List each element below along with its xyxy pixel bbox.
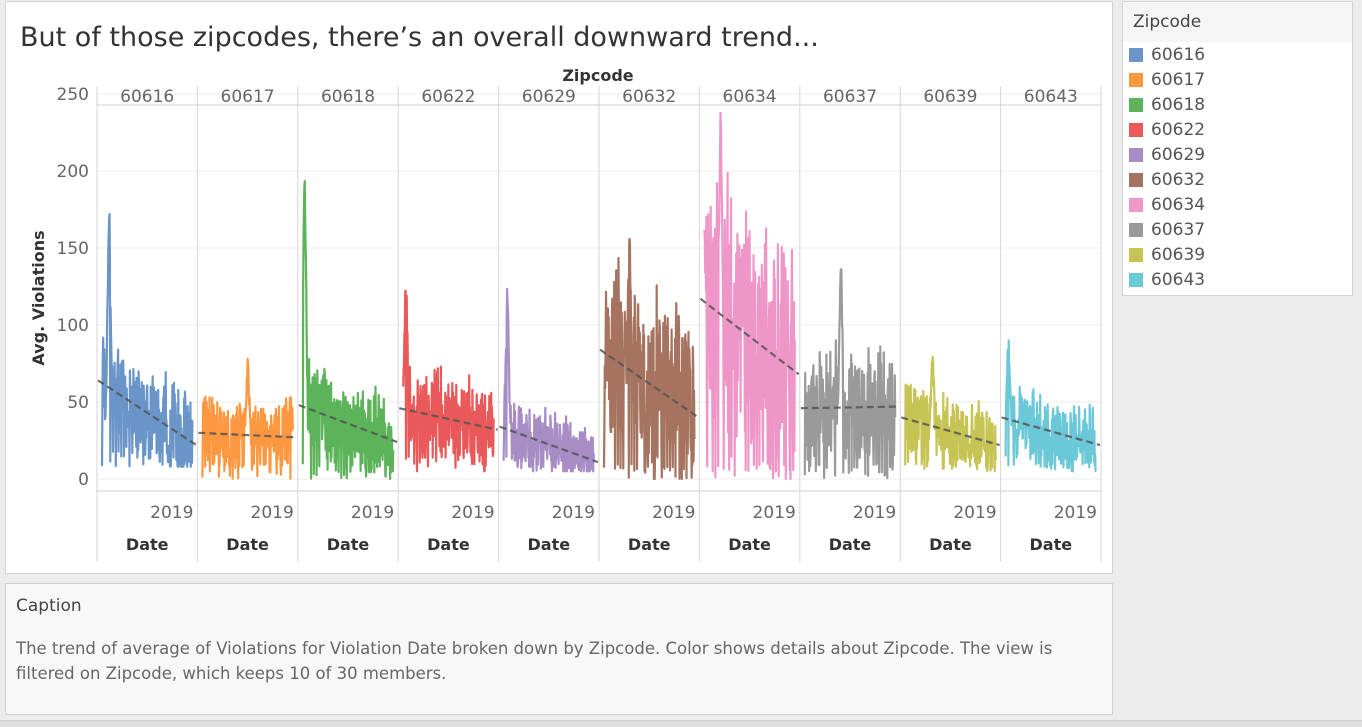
x-tick-label: 2019 [853,503,896,523]
legend-item[interactable]: 60637 [1123,217,1352,242]
x-tick-label: 2019 [1054,503,1097,523]
caption-text: The trend of average of Violations for V… [16,639,1053,683]
x-axis-title: Date [1030,535,1073,554]
legend-swatch [1129,272,1143,287]
zipcode-header: 60616 [120,87,174,107]
x-tick-label: 2019 [753,503,796,523]
x-axis-title: Date [829,535,872,554]
x-axis-title: Date [929,535,972,554]
legend-label: 60634 [1151,194,1206,215]
x-axis-title: Date [528,535,571,554]
legend-item[interactable]: 60639 [1123,242,1352,267]
legend-label: 60616 [1151,44,1206,65]
legend-item[interactable]: 60634 [1123,192,1352,217]
zipcode-header: 60637 [823,87,877,107]
y-axis-title: Avg. Violations [29,230,48,365]
x-tick-label: 2019 [251,503,294,523]
trend-line [900,416,1000,447]
y-tick-label: 250 [57,85,89,105]
legend-item[interactable]: 60629 [1123,142,1352,167]
trend-line [398,407,498,431]
y-tick-label: 0 [78,470,89,490]
legend-swatch [1129,222,1143,237]
chart-title: But of those zipcodes, there’s an overal… [20,22,819,53]
x-axis-title: Date [126,535,169,554]
x-axis-title: Date [628,535,671,554]
legend-title: Zipcode [1123,2,1352,42]
trend-line [97,379,198,447]
legend-label: 60618 [1151,94,1206,115]
zipcode-header: 60629 [522,87,576,107]
legend-swatch [1129,72,1143,87]
series-line [100,213,194,468]
x-tick-label: 2019 [552,503,595,523]
series-line [402,289,495,473]
series-line [602,237,696,481]
series-line [301,180,395,481]
legend-panel: Zipcode 60616 60617 60618 60622 60629 60… [1122,1,1353,296]
series-line [502,287,596,473]
trend-line [699,297,800,376]
trend-line [499,425,599,464]
x-axis-title: Date [226,535,269,554]
legend-item[interactable]: 60617 [1123,67,1352,92]
legend-label: 60629 [1151,144,1206,165]
y-tick-label: 200 [57,162,89,182]
trend-line [1001,416,1101,447]
legend-item[interactable]: 60618 [1123,92,1352,117]
legend-item[interactable]: 60643 [1123,267,1352,292]
facet-header: Zipcode [562,66,633,85]
x-tick-label: 2019 [953,503,996,523]
y-tick-label: 100 [57,316,89,336]
legend-item[interactable]: 60616 [1123,42,1352,67]
legend-label: 60617 [1151,69,1206,90]
legend-swatch [1129,47,1143,62]
x-tick-label: 2019 [150,503,193,523]
legend-label: 60639 [1151,244,1206,265]
x-axis-title: Date [427,535,470,554]
legend-swatch [1129,172,1143,187]
legend-swatch [1129,247,1143,262]
series-line [201,357,294,480]
trend-line [198,431,297,439]
caption-panel: Caption The trend of average of Violatio… [5,583,1113,715]
legend-swatch [1129,147,1143,162]
x-axis-title: Date [728,535,771,554]
zipcode-header: 60643 [1024,87,1078,107]
trend-line [298,404,398,444]
y-tick-label: 150 [57,239,89,259]
legend-swatch [1129,122,1143,137]
x-tick-label: 2019 [652,503,695,523]
legend-swatch [1129,97,1143,112]
legend-label: 60632 [1151,169,1206,190]
series-line [803,268,897,480]
zipcode-header: 60618 [321,87,375,107]
legend-item[interactable]: 60632 [1123,167,1352,192]
trend-line [800,405,900,410]
legend-label: 60643 [1151,269,1206,290]
series-line [703,111,796,481]
zipcode-header: 60634 [723,87,777,107]
bottom-strip [0,720,1362,727]
x-tick-label: 2019 [451,503,494,523]
legend-items: 60616 60617 60618 60622 60629 60632 6063… [1123,42,1352,292]
legend-label: 60622 [1151,119,1206,140]
zipcode-header: 60632 [622,87,676,107]
caption-title: Caption [16,596,82,616]
legend-item[interactable]: 60622 [1123,117,1352,142]
series-line [904,355,997,473]
y-tick-label: 50 [67,393,89,413]
zipcode-header: 60617 [221,87,275,107]
legend-label: 60637 [1151,219,1206,240]
trend-line [599,348,700,419]
x-axis-title: Date [327,535,370,554]
zipcode-header: 60622 [421,87,475,107]
legend-swatch [1129,197,1143,212]
series-line [1004,339,1097,473]
x-tick-label: 2019 [351,503,394,523]
plot-area: Zipcode 0 50 100 150 200 250 Avg. Violations 606… [29,66,1102,562]
zipcode-header: 60639 [923,87,977,107]
